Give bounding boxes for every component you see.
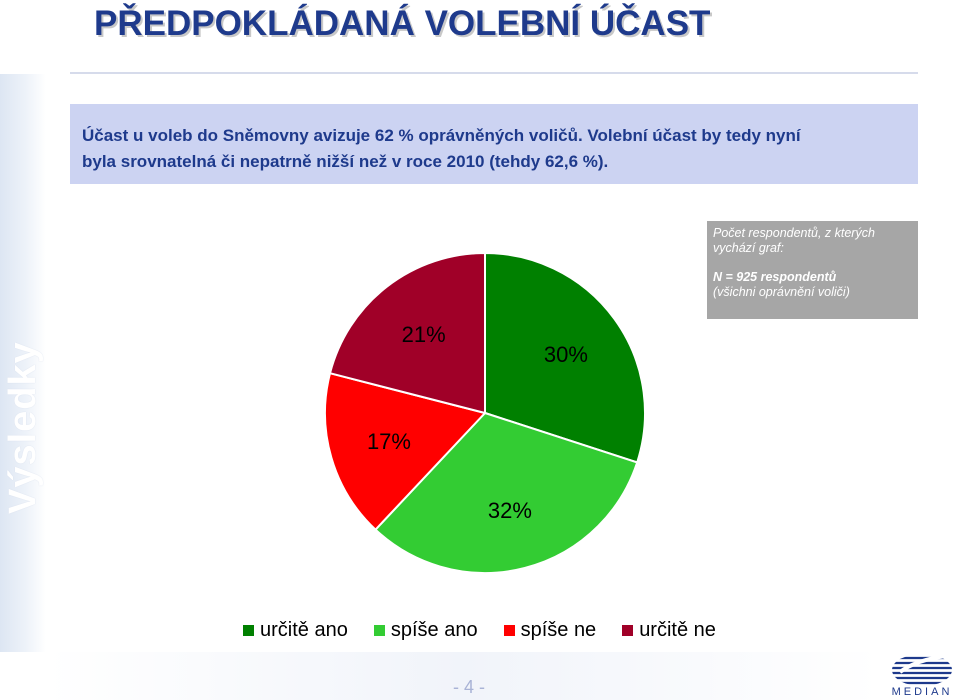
legend-swatch: [503, 624, 515, 636]
sample-note-box: Počet respondentů, z kterých vychází gra…: [707, 221, 918, 319]
legend-label: určitě ano: [260, 618, 348, 641]
median-logo: MEDIAN: [886, 650, 958, 698]
note-line-2: N = 925 respondentů: [713, 270, 837, 284]
pie-data-label-4: 21%: [402, 322, 446, 347]
legend-label: spíše ne: [520, 618, 597, 641]
legend-swatch: [243, 624, 254, 636]
note-line-1: Počet respondentů, z kterých vychází gra…: [713, 226, 875, 255]
intro-box: Účast u voleb do Sněmovny avizuje 62 % o…: [70, 104, 918, 184]
legend-swatch: [373, 624, 385, 636]
legend-swatch: [622, 624, 634, 636]
sidebar-band: Výsledky: [0, 74, 46, 652]
legend-label: určitě ne: [639, 618, 716, 641]
pie-slice-3: [324, 371, 487, 532]
intro-line-2: byla srovnatelná či nepatrně nižší než v…: [82, 152, 609, 171]
note-line-3: (všichni oprávnění voliči): [713, 285, 850, 299]
legend-item-3: spíše ne: [503, 618, 597, 642]
pie-data-label-2: 32%: [488, 498, 532, 523]
pie-slice-2: [374, 411, 639, 574]
pie-data-label-3: 17%: [367, 429, 411, 454]
intro-line-1: Účast u voleb do Sněmovny avizuje 62 % o…: [82, 126, 801, 145]
chart-legend: určitě ano spíše ano spíše ne určitě ne: [243, 616, 742, 644]
page-title: PŘEDPOKLÁDANÁ VOLEBNÍ ÚČAST: [94, 4, 711, 43]
footer-band: [46, 652, 880, 700]
legend-item-1: určitě ano: [243, 619, 348, 642]
title-divider: [70, 72, 918, 74]
legend-label: spíše ano: [390, 618, 478, 641]
logo-globe-icon: [892, 654, 952, 685]
logo-text: MEDIAN: [891, 686, 953, 698]
page-number: - 4 -: [453, 677, 486, 697]
legend-item-2: spíše ano: [373, 618, 478, 642]
legend-item-4: určitě ne: [622, 619, 716, 642]
pie-data-label-1: 30%: [544, 342, 588, 367]
pie-slice-1: [484, 251, 646, 464]
pie-slice-4: [328, 251, 486, 415]
